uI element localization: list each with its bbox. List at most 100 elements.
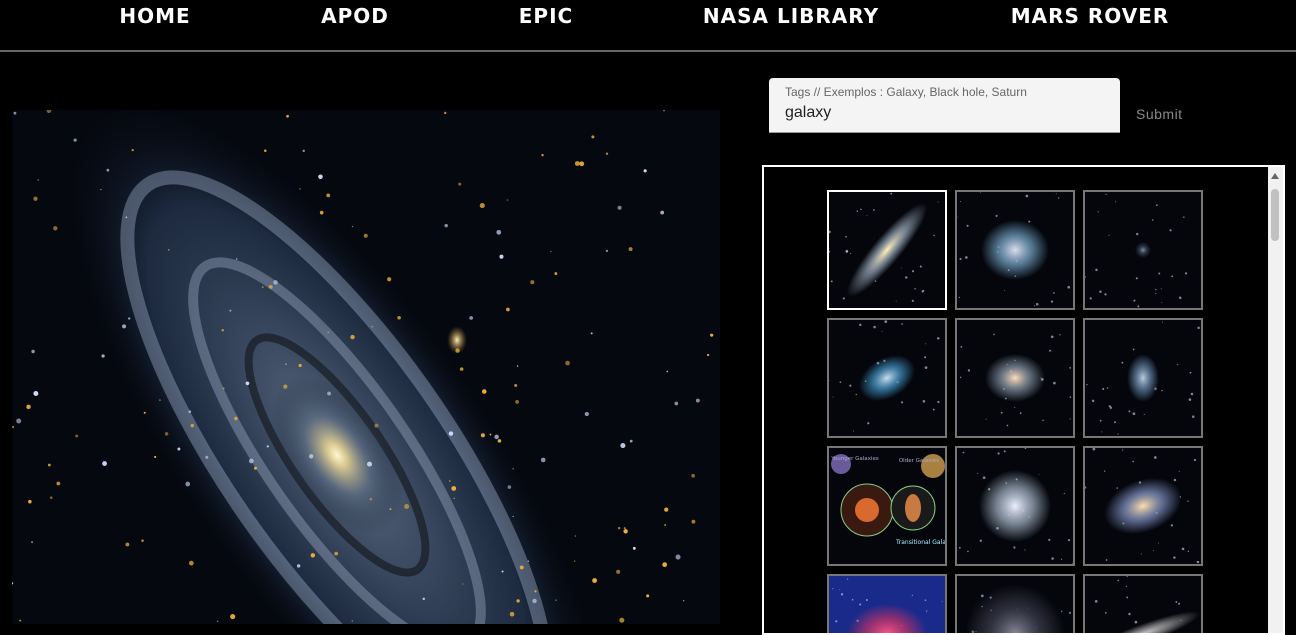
- thumbnail[interactable]: [955, 446, 1075, 566]
- star: [624, 527, 626, 529]
- star: [1110, 407, 1112, 409]
- thumbnail-image: [957, 320, 1073, 436]
- star: [896, 301, 897, 302]
- thumbnail[interactable]: [827, 574, 947, 635]
- thumbnail-image: [1085, 192, 1201, 308]
- star: [444, 112, 446, 114]
- star: [490, 434, 492, 436]
- star: [664, 524, 666, 526]
- star: [1051, 300, 1053, 302]
- star: [508, 485, 512, 489]
- nav-link[interactable]: APOD: [321, 4, 389, 28]
- star: [983, 476, 986, 479]
- star: [249, 459, 254, 464]
- star: [106, 169, 109, 172]
- star: [1026, 195, 1029, 198]
- star: [100, 189, 101, 190]
- thumbnail[interactable]: [955, 190, 1075, 310]
- star: [1059, 334, 1060, 335]
- scroll-arrow[interactable]: [1271, 173, 1279, 179]
- star: [1191, 393, 1193, 395]
- nav-bar: HOME APOD EPIC NASA LIBRARY MARS ROVER: [0, 0, 1296, 52]
- star: [1099, 290, 1101, 292]
- star: [882, 331, 883, 332]
- star: [980, 540, 982, 542]
- star: [1101, 431, 1102, 432]
- star: [996, 215, 998, 217]
- star: [924, 356, 926, 358]
- star: [620, 443, 625, 448]
- thumbnail[interactable]: [827, 190, 947, 310]
- star: [592, 578, 597, 583]
- scrollbar[interactable]: [1268, 167, 1283, 633]
- star: [1095, 600, 1098, 603]
- star: [469, 316, 473, 320]
- star: [1132, 461, 1134, 463]
- star: [920, 265, 922, 267]
- star: [866, 215, 867, 216]
- thumbnail[interactable]: [955, 574, 1075, 635]
- star: [481, 433, 485, 437]
- star: [48, 464, 51, 467]
- star: [1161, 302, 1162, 303]
- nav-link[interactable]: MARS ROVER: [1011, 4, 1170, 28]
- input-label: Tags // Exemplos : Galaxy, Black hole, S…: [785, 85, 1027, 99]
- star: [229, 310, 231, 312]
- star: [1116, 487, 1118, 489]
- star: [369, 498, 372, 501]
- star: [960, 201, 961, 202]
- nav-link[interactable]: HOME: [119, 4, 190, 28]
- nav-link[interactable]: EPIC: [519, 4, 573, 28]
- star: [454, 498, 455, 499]
- star: [534, 590, 536, 592]
- star: [350, 335, 354, 339]
- star: [458, 183, 461, 186]
- nav-link[interactable]: NASA LIBRARY: [703, 4, 879, 28]
- star: [1133, 412, 1136, 415]
- thumbnail[interactable]: [1083, 446, 1203, 566]
- star: [905, 276, 907, 278]
- star: [1197, 327, 1199, 329]
- star: [959, 258, 961, 260]
- star: [303, 150, 305, 152]
- star: [890, 193, 892, 195]
- star: [1070, 396, 1072, 398]
- star: [387, 277, 391, 281]
- star: [1102, 388, 1104, 390]
- thumbnail-image: [957, 576, 1073, 635]
- star: [1056, 193, 1057, 194]
- star: [840, 381, 842, 383]
- star: [56, 482, 60, 486]
- star: [352, 620, 354, 622]
- star: [967, 225, 969, 227]
- star: [480, 203, 485, 208]
- star: [644, 169, 647, 172]
- star: [1064, 493, 1065, 494]
- thumbnail[interactable]: [955, 318, 1075, 438]
- star: [575, 535, 576, 536]
- thumbnail[interactable]: [1083, 318, 1203, 438]
- star: [1126, 597, 1128, 599]
- star: [832, 588, 833, 589]
- thumbnail[interactable]: [1083, 190, 1203, 310]
- star: [1128, 613, 1130, 615]
- star: [326, 193, 330, 197]
- star: [1061, 611, 1062, 612]
- star: [1162, 322, 1163, 323]
- star: [1024, 549, 1025, 550]
- star: [264, 149, 267, 152]
- scroll-thumb[interactable]: [1271, 189, 1279, 241]
- tags-input[interactable]: Tags // Exemplos : Galaxy, Black hole, S…: [769, 78, 1120, 133]
- star: [662, 562, 667, 567]
- thumbnail[interactable]: [827, 318, 947, 438]
- thumbnail[interactable]: [1083, 574, 1203, 635]
- star: [273, 280, 278, 285]
- star: [1177, 364, 1178, 365]
- star: [230, 614, 235, 619]
- star: [33, 197, 37, 201]
- submit-button[interactable]: Submit: [1136, 106, 1183, 122]
- star: [933, 235, 935, 237]
